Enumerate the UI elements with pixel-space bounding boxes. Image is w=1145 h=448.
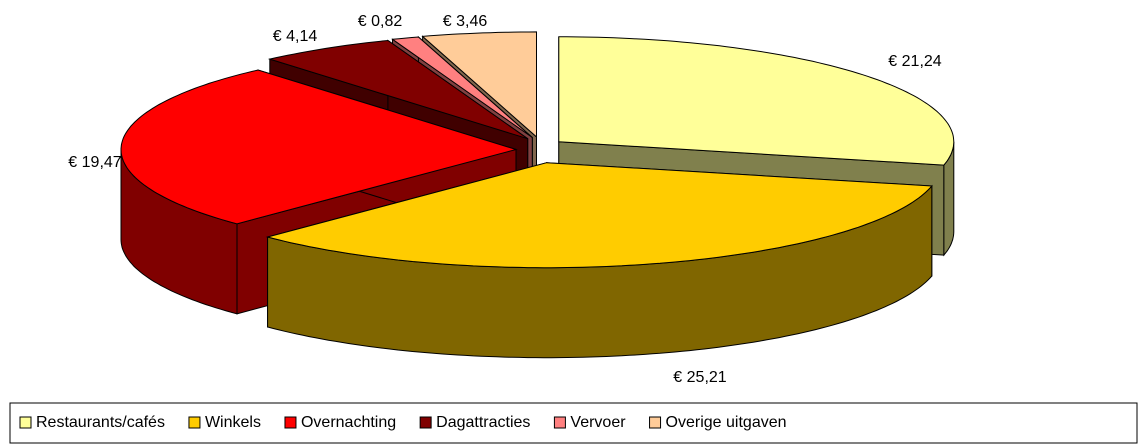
legend-label: Winkels: [205, 414, 261, 431]
legend-label: Overige uitgaven: [666, 414, 787, 431]
legend-label: Vervoer: [570, 414, 626, 431]
slice-top: [421, 31, 537, 139]
legend-swatch: [284, 416, 297, 429]
slice-top: [120, 69, 518, 225]
legend-swatch: [19, 416, 32, 429]
legend-label: Overnachting: [301, 414, 396, 431]
slice-top: [391, 36, 533, 138]
data-label: € 19,47: [68, 154, 121, 171]
legend-label: Restaurants/cafés: [36, 414, 165, 431]
legend-swatch: [649, 416, 662, 429]
slice-top: [267, 39, 528, 140]
legend-swatch: [419, 416, 432, 429]
legend-label: Dagattracties: [436, 414, 530, 431]
legend-swatch: [188, 416, 201, 429]
data-label: € 21,24: [888, 53, 941, 70]
data-label: € 3,46: [443, 13, 488, 30]
data-label: € 4,14: [273, 28, 318, 45]
data-label: € 0,82: [358, 13, 403, 30]
slice-top: [558, 36, 955, 166]
slice-top: [265, 162, 933, 269]
slice: [265, 162, 933, 359]
data-label: € 25,21: [673, 369, 726, 386]
legend-swatch: [553, 416, 566, 429]
